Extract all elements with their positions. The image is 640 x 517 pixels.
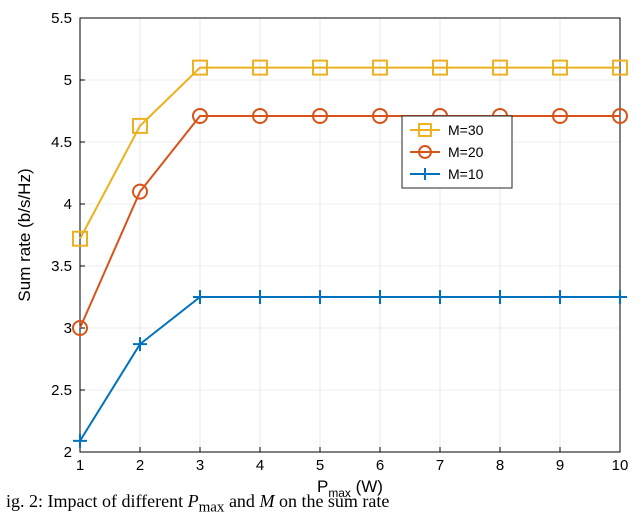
svg-text:4.5: 4.5 bbox=[51, 134, 72, 151]
figure-wrap: 1234567891022.533.544.555.5Pmax (W)Sum r… bbox=[0, 0, 640, 517]
svg-text:5: 5 bbox=[316, 457, 324, 474]
caption-var2: M bbox=[259, 491, 274, 511]
caption-suffix: on the sum rate bbox=[274, 491, 389, 511]
caption-mid: and bbox=[224, 491, 259, 511]
svg-text:8: 8 bbox=[496, 457, 504, 474]
svg-text:7: 7 bbox=[436, 457, 444, 474]
svg-text:4: 4 bbox=[64, 196, 72, 213]
svg-text:10: 10 bbox=[612, 457, 629, 474]
svg-text:1: 1 bbox=[76, 457, 84, 474]
svg-text:6: 6 bbox=[376, 457, 384, 474]
caption-prefix: ig. 2: Impact of different bbox=[6, 491, 188, 511]
svg-text:2: 2 bbox=[64, 444, 72, 461]
svg-text:4: 4 bbox=[256, 457, 264, 474]
svg-text:3: 3 bbox=[196, 457, 204, 474]
caption-var1: P bbox=[188, 491, 199, 511]
figure-caption: ig. 2: Impact of different Pmax and M on… bbox=[0, 491, 640, 517]
svg-text:5.5: 5.5 bbox=[51, 10, 72, 27]
sum-rate-chart: 1234567891022.533.544.555.5Pmax (W)Sum r… bbox=[0, 0, 640, 517]
svg-text:9: 9 bbox=[556, 457, 564, 474]
svg-text:2.5: 2.5 bbox=[51, 382, 72, 399]
svg-text:2: 2 bbox=[136, 457, 144, 474]
svg-text:3: 3 bbox=[64, 320, 72, 337]
svg-text:3.5: 3.5 bbox=[51, 258, 72, 275]
svg-text:5: 5 bbox=[64, 72, 72, 89]
caption-var1-sub: max bbox=[199, 500, 225, 516]
svg-text:M=10: M=10 bbox=[448, 166, 484, 182]
svg-text:M=20: M=20 bbox=[448, 144, 484, 160]
svg-text:Sum rate (b/s/Hz): Sum rate (b/s/Hz) bbox=[15, 168, 34, 301]
svg-text:M=30: M=30 bbox=[448, 122, 484, 138]
